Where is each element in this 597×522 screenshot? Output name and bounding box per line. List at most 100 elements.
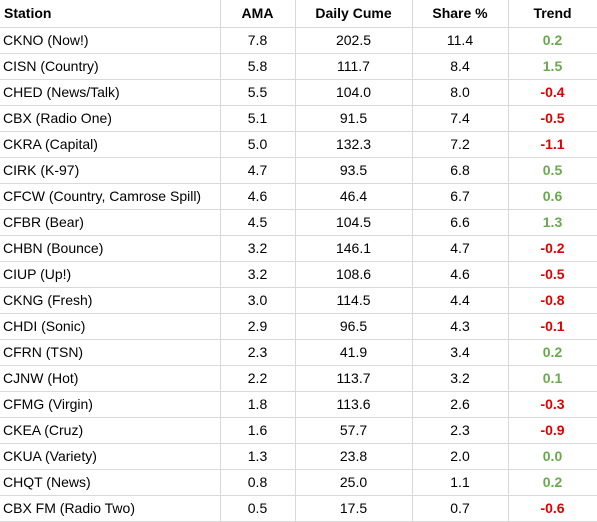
cell-share[interactable]: 2.0 — [412, 443, 509, 470]
cell-ama[interactable]: 2.9 — [220, 313, 296, 340]
cell-daily-cume[interactable]: 146.1 — [295, 235, 413, 262]
cell-share[interactable]: 3.2 — [412, 365, 509, 392]
cell-daily-cume[interactable]: 41.9 — [295, 339, 413, 366]
cell-daily-cume[interactable]: 25.0 — [295, 469, 413, 496]
cell-ama[interactable]: 1.3 — [220, 443, 296, 470]
cell-ama[interactable]: 5.1 — [220, 105, 296, 132]
cell-station[interactable]: CFCW (Country, Camrose Spill) — [0, 183, 221, 210]
cell-ama[interactable]: 0.5 — [220, 495, 296, 522]
cell-trend[interactable]: 0.2 — [508, 339, 597, 366]
header-station[interactable]: Station — [0, 0, 221, 28]
cell-share[interactable]: 1.1 — [412, 469, 509, 496]
cell-trend[interactable]: -0.5 — [508, 261, 597, 288]
cell-daily-cume[interactable]: 104.5 — [295, 209, 413, 236]
cell-ama[interactable]: 3.2 — [220, 235, 296, 262]
cell-station[interactable]: CKNG (Fresh) — [0, 287, 221, 314]
cell-share[interactable]: 8.4 — [412, 53, 509, 80]
cell-daily-cume[interactable]: 91.5 — [295, 105, 413, 132]
cell-ama[interactable]: 4.6 — [220, 183, 296, 210]
cell-ama[interactable]: 0.8 — [220, 469, 296, 496]
cell-trend[interactable]: 0.0 — [508, 443, 597, 470]
cell-trend[interactable]: 0.5 — [508, 157, 597, 184]
cell-station[interactable]: CFMG (Virgin) — [0, 391, 221, 418]
cell-share[interactable]: 6.8 — [412, 157, 509, 184]
cell-ama[interactable]: 2.3 — [220, 339, 296, 366]
cell-daily-cume[interactable]: 96.5 — [295, 313, 413, 340]
cell-ama[interactable]: 7.8 — [220, 27, 296, 54]
cell-trend[interactable]: 1.5 — [508, 53, 597, 80]
cell-station[interactable]: CFBR (Bear) — [0, 209, 221, 236]
cell-daily-cume[interactable]: 57.7 — [295, 417, 413, 444]
cell-share[interactable]: 4.7 — [412, 235, 509, 262]
cell-trend[interactable]: 0.2 — [508, 469, 597, 496]
cell-trend[interactable]: -0.6 — [508, 495, 597, 522]
cell-station[interactable]: CISN (Country) — [0, 53, 221, 80]
cell-station[interactable]: CJNW (Hot) — [0, 365, 221, 392]
cell-station[interactable]: CHDI (Sonic) — [0, 313, 221, 340]
cell-share[interactable]: 11.4 — [412, 27, 509, 54]
header-share[interactable]: Share % — [412, 0, 509, 28]
cell-trend[interactable]: 0.1 — [508, 365, 597, 392]
cell-daily-cume[interactable]: 108.6 — [295, 261, 413, 288]
cell-share[interactable]: 6.6 — [412, 209, 509, 236]
cell-daily-cume[interactable]: 111.7 — [295, 53, 413, 80]
cell-ama[interactable]: 5.5 — [220, 79, 296, 106]
header-daily-cume[interactable]: Daily Cume — [295, 0, 413, 28]
cell-share[interactable]: 6.7 — [412, 183, 509, 210]
cell-share[interactable]: 2.6 — [412, 391, 509, 418]
cell-daily-cume[interactable]: 93.5 — [295, 157, 413, 184]
cell-daily-cume[interactable]: 114.5 — [295, 287, 413, 314]
cell-trend[interactable]: -1.1 — [508, 131, 597, 158]
cell-ama[interactable]: 4.7 — [220, 157, 296, 184]
cell-daily-cume[interactable]: 23.8 — [295, 443, 413, 470]
cell-station[interactable]: CIRK (K-97) — [0, 157, 221, 184]
cell-ama[interactable]: 4.5 — [220, 209, 296, 236]
cell-station[interactable]: CBX FM (Radio Two) — [0, 495, 221, 522]
cell-share[interactable]: 7.4 — [412, 105, 509, 132]
cell-share[interactable]: 0.7 — [412, 495, 509, 522]
cell-trend[interactable]: -0.2 — [508, 235, 597, 262]
cell-station[interactable]: CFRN (TSN) — [0, 339, 221, 366]
cell-trend[interactable]: -0.4 — [508, 79, 597, 106]
cell-daily-cume[interactable]: 46.4 — [295, 183, 413, 210]
cell-station[interactable]: CIUP (Up!) — [0, 261, 221, 288]
cell-trend[interactable]: 0.6 — [508, 183, 597, 210]
cell-daily-cume[interactable]: 104.0 — [295, 79, 413, 106]
cell-share[interactable]: 2.3 — [412, 417, 509, 444]
cell-ama[interactable]: 3.2 — [220, 261, 296, 288]
cell-ama[interactable]: 1.6 — [220, 417, 296, 444]
cell-ama[interactable]: 1.8 — [220, 391, 296, 418]
cell-station[interactable]: CKRA (Capital) — [0, 131, 221, 158]
cell-trend[interactable]: -0.1 — [508, 313, 597, 340]
cell-trend[interactable]: -0.3 — [508, 391, 597, 418]
cell-share[interactable]: 4.4 — [412, 287, 509, 314]
cell-trend[interactable]: 1.3 — [508, 209, 597, 236]
cell-daily-cume[interactable]: 202.5 — [295, 27, 413, 54]
cell-station[interactable]: CHED (News/Talk) — [0, 79, 221, 106]
header-trend[interactable]: Trend — [508, 0, 597, 28]
cell-station[interactable]: CBX (Radio One) — [0, 105, 221, 132]
cell-station[interactable]: CHBN (Bounce) — [0, 235, 221, 262]
cell-share[interactable]: 4.3 — [412, 313, 509, 340]
cell-share[interactable]: 4.6 — [412, 261, 509, 288]
cell-trend[interactable]: -0.8 — [508, 287, 597, 314]
cell-station[interactable]: CKNO (Now!) — [0, 27, 221, 54]
cell-share[interactable]: 3.4 — [412, 339, 509, 366]
cell-trend[interactable]: 0.2 — [508, 27, 597, 54]
cell-daily-cume[interactable]: 17.5 — [295, 495, 413, 522]
cell-station[interactable]: CKUA (Variety) — [0, 443, 221, 470]
cell-trend[interactable]: -0.5 — [508, 105, 597, 132]
cell-daily-cume[interactable]: 113.7 — [295, 365, 413, 392]
cell-ama[interactable]: 2.2 — [220, 365, 296, 392]
header-ama[interactable]: AMA — [220, 0, 296, 28]
cell-share[interactable]: 7.2 — [412, 131, 509, 158]
cell-daily-cume[interactable]: 132.3 — [295, 131, 413, 158]
cell-ama[interactable]: 5.8 — [220, 53, 296, 80]
cell-ama[interactable]: 3.0 — [220, 287, 296, 314]
cell-ama[interactable]: 5.0 — [220, 131, 296, 158]
cell-share[interactable]: 8.0 — [412, 79, 509, 106]
cell-trend[interactable]: -0.9 — [508, 417, 597, 444]
cell-station[interactable]: CHQT (News) — [0, 469, 221, 496]
cell-station[interactable]: CKEA (Cruz) — [0, 417, 221, 444]
cell-daily-cume[interactable]: 113.6 — [295, 391, 413, 418]
